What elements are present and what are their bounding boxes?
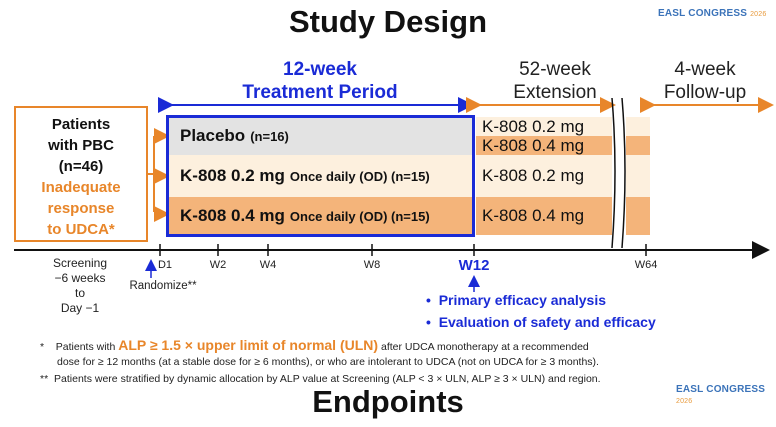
tick-label-w8: W8: [363, 259, 381, 271]
congress-year: 2026: [750, 11, 767, 18]
arm-name: Placebo: [180, 126, 246, 145]
tick-label-w64: W64: [634, 259, 658, 271]
arm-detail: Once daily (OD) (n=15): [289, 208, 430, 224]
arm-k808-0-4: K-808 0.4 mg Once daily (OD) (n=15): [168, 197, 473, 235]
patient-population-box: Patients with PBC (n=46) Inadequate resp…: [14, 106, 148, 242]
footnote-2-text: Patients were stratified by dynamic allo…: [54, 373, 601, 385]
arm-placebo: Placebo (n=16): [168, 117, 473, 155]
screening-line4: Day −1: [60, 301, 100, 315]
ext-arm2: K-808 0.2 mg: [476, 155, 612, 197]
ext-placebo-a: K-808 0.2 mg: [476, 117, 612, 136]
bullet-text: Evaluation of safety and efficacy: [438, 314, 656, 330]
ext-tail-2: [626, 136, 650, 155]
ext-placebo-b: K-808 0.4 mg: [476, 136, 612, 155]
axis-break-left: [611, 97, 616, 249]
tick-label-w4: W4: [259, 259, 277, 271]
patients-criteria-line1: Inadequate: [41, 179, 121, 196]
page-title: Study Design: [288, 4, 488, 39]
tick-label-w2: W2: [209, 259, 227, 271]
tick-label-w12: W12: [458, 257, 490, 274]
footnote-2-mark: **: [40, 373, 49, 385]
arm-name: K-808 0.2 mg: [180, 166, 285, 185]
treatment-period-line1: 12-week: [283, 59, 357, 80]
patients-line1: Patients: [51, 116, 111, 133]
ext-tail-1: [626, 117, 650, 136]
axis-break-right: [621, 97, 626, 249]
arm-detail: Once daily (OD) (n=15): [289, 168, 430, 184]
treatment-period-frame: [166, 115, 475, 237]
extension-line1: 52-week: [519, 59, 591, 80]
arm-k808-0-2: K-808 0.2 mg Once daily (OD) (n=15): [168, 155, 473, 197]
ext-label: K-808 0.2 mg: [482, 166, 585, 185]
ext-tail-3: [626, 155, 650, 197]
ext-label: K-808 0.2 mg: [482, 116, 585, 136]
screening-line2: −6 weeks: [54, 271, 106, 285]
arm-detail: (n=16): [250, 128, 289, 144]
patients-line2: with PBC: [48, 137, 114, 154]
bullet-safety-efficacy: • Evaluation of safety and efficacy: [426, 314, 656, 330]
congress-name: EASL CONGRESS: [676, 384, 766, 395]
patients-count: (n=46): [58, 158, 104, 175]
bullet-primary-efficacy: • Primary efficacy analysis: [426, 292, 607, 308]
followup-line1: 4-week: [674, 59, 736, 80]
screening-line3: to: [74, 286, 85, 300]
congress-logo-bottom: EASL CONGRESS 2026: [676, 384, 776, 406]
bullet-text: Primary efficacy analysis: [438, 292, 607, 308]
footnote-1-text-a: Patients with: [55, 341, 116, 353]
congress-logo-top: EASL CONGRESS 2026: [658, 8, 766, 19]
ext-label: K-808 0.4 mg: [482, 135, 585, 155]
footnote-1-text-b: after UDCA monotherapy at a recommended: [380, 341, 589, 353]
screening-line1: Screening: [52, 256, 108, 270]
congress-year: 2026: [676, 398, 693, 405]
endpoints-heading: Endpoints: [312, 384, 464, 419]
footnote-1-text-c: dose for ≥ 12 months (at a stable dose f…: [57, 356, 599, 368]
footnote-1-emphasis: ALP ≥ 1.5 × upper limit of normal (ULN): [118, 337, 379, 353]
footnote-2: ** Patients were stratified by dynamic a…: [40, 372, 770, 387]
screening-label: Screening −6 weeks to Day −1: [40, 256, 120, 316]
footnote-1-mark: *: [40, 341, 45, 353]
tick-label-d1: D1: [157, 259, 173, 271]
footnote-1: * Patients with ALP ≥ 1.5 × upper limit …: [40, 338, 770, 370]
randomize-label: Randomize**: [129, 280, 197, 292]
patients-criteria-line2: response: [47, 200, 115, 217]
ext-label: K-808 0.4 mg: [482, 206, 585, 225]
ext-arm3: K-808 0.4 mg: [476, 197, 612, 235]
arm-name: K-808 0.4 mg: [180, 206, 285, 225]
ext-tail-4: [626, 197, 650, 235]
congress-name: EASL CONGRESS: [658, 8, 748, 19]
patients-criteria-line3: to UDCA*: [47, 221, 115, 238]
